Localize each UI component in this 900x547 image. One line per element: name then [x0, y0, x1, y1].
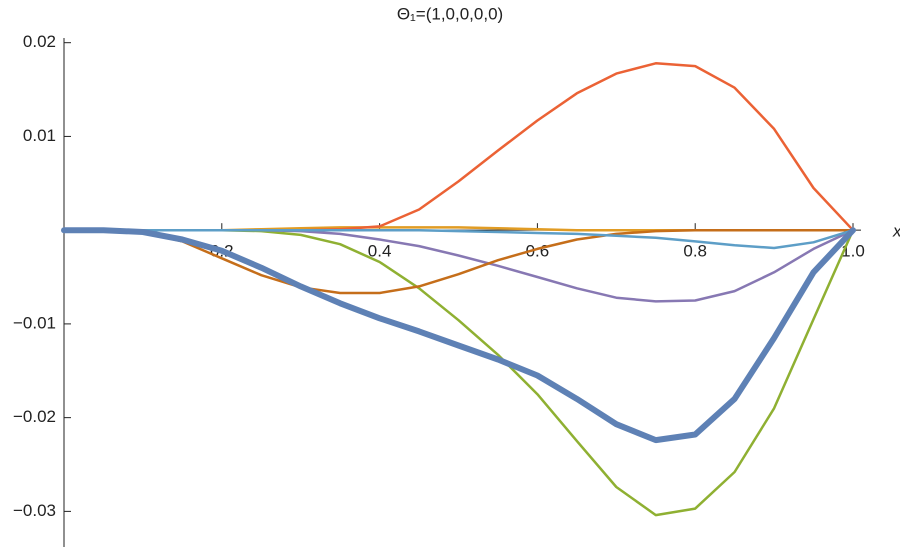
y-tick-label: 0.02	[23, 32, 56, 51]
x-tick-label: 0.4	[368, 242, 392, 261]
y-tick-label: −0.02	[13, 407, 56, 426]
x-tick-label: 0.8	[683, 242, 707, 261]
chart-title: Θ₁=(1,0,0,0,0)	[397, 4, 503, 23]
series-line	[62, 62, 855, 232]
series-line	[62, 228, 855, 250]
y-tick-label: 0.01	[23, 126, 56, 145]
series-line	[62, 228, 855, 295]
series-line	[61, 227, 856, 444]
y-tick-label: −0.03	[13, 501, 56, 520]
x-axis-label: x	[892, 221, 900, 240]
y-tick-label: −0.01	[13, 313, 56, 332]
